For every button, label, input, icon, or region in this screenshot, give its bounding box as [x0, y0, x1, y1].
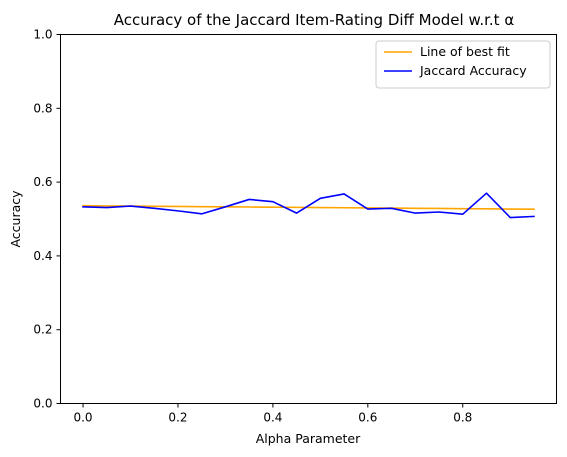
x-tick-label: 0.0: [73, 411, 92, 425]
chart-title: Accuracy of the Jaccard Item-Rating Diff…: [114, 11, 515, 29]
x-tick-label: 0.2: [168, 411, 187, 425]
x-tick-label: 0.4: [263, 411, 282, 425]
y-tick-label: 0.0: [33, 397, 52, 411]
y-tick-label: 0.2: [33, 323, 52, 337]
y-tick-label: 0.8: [33, 101, 52, 115]
y-axis: 0.0 0.2 0.4 0.6 0.8 1.0: [33, 28, 61, 411]
x-tick-label: 0.6: [358, 411, 377, 425]
series-layer: [82, 192, 535, 219]
best-fit-line: [82, 204, 535, 211]
legend-box: [375, 40, 551, 89]
legend: Line of best fit Jaccard Accuracy: [375, 40, 551, 89]
y-tick-label: 0.4: [33, 249, 52, 263]
legend-label: Jaccard Accuracy: [419, 63, 527, 78]
legend-item-best-fit: Line of best fit: [384, 44, 510, 59]
jaccard-accuracy-line: [82, 192, 535, 219]
plot-area: 0.0 0.2 0.4 0.6 0.8 0.0 0.2 0.4 0.6 0.8 1.0: [33, 28, 557, 425]
legend-item-jaccard-accuracy: Jaccard Accuracy: [384, 63, 527, 78]
y-tick-label: 1.0: [33, 28, 52, 42]
x-axis-label: Alpha Parameter: [256, 431, 361, 446]
x-axis: 0.0 0.2 0.4 0.6 0.8: [73, 403, 472, 425]
x-tick-label: 0.8: [453, 411, 472, 425]
y-axis-label: Accuracy: [8, 190, 23, 248]
plot-frame: [60, 34, 557, 404]
y-tick-label: 0.6: [33, 175, 52, 189]
legend-label: Line of best fit: [420, 44, 510, 59]
